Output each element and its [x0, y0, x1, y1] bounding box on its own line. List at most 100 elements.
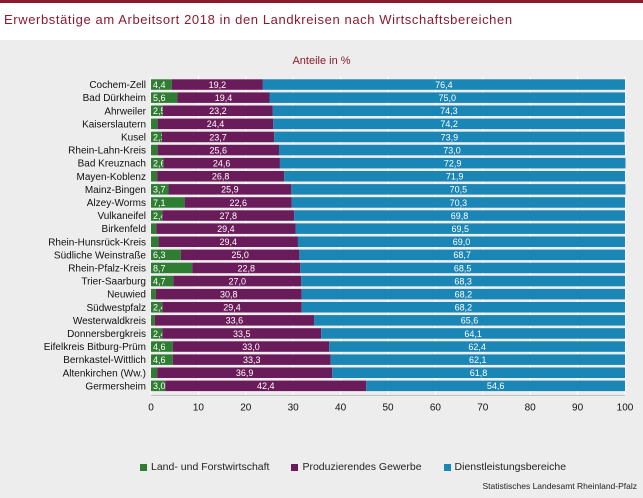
data-label: 62,4 [468, 342, 486, 352]
data-label: 75,0 [438, 93, 456, 103]
bar-segment [262, 79, 625, 90]
bar-segment [295, 223, 625, 234]
data-label: 69,5 [452, 224, 470, 234]
data-label: 74,3 [440, 106, 458, 116]
bar-segment [173, 275, 302, 287]
bar-segment [273, 118, 625, 130]
bar-segment [168, 184, 292, 195]
data-label: 2,4 [153, 211, 166, 221]
bar-segment [157, 171, 285, 182]
data-label: 68,7 [453, 250, 471, 260]
data-label: 61,8 [470, 368, 488, 378]
bar-segment [162, 210, 295, 221]
category-label: Bad Kreuznach [78, 159, 146, 170]
data-label: 19,4 [215, 93, 233, 103]
legend-item-services: Dienstleistungsbereiche [443, 461, 566, 473]
data-label: 72,9 [444, 158, 462, 168]
data-label: 22,8 [238, 263, 256, 273]
bar-segment [151, 275, 174, 287]
data-label: 27,8 [219, 211, 237, 221]
category-label: Rhein-Pfalz-Kreis [68, 263, 146, 274]
bar-segment [294, 210, 625, 221]
bar-segment [165, 380, 367, 392]
bar-segment [151, 118, 158, 130]
bar-segment [301, 275, 625, 287]
data-label: 24,4 [207, 119, 225, 129]
data-label: 36,9 [236, 368, 254, 378]
bar-segment [151, 262, 193, 274]
data-label: 27,0 [229, 276, 247, 286]
bar-segment [151, 223, 157, 234]
bar-segment [329, 341, 625, 352]
data-label: 73,0 [443, 145, 461, 155]
bar-segment [151, 249, 181, 261]
bar-segment [162, 302, 302, 313]
bar-segment [151, 236, 159, 247]
bar-segment [314, 315, 625, 326]
category-label: Neuwied [107, 290, 146, 301]
bar-segment [151, 171, 158, 182]
data-label: 4,7 [153, 276, 166, 286]
bar-segment [157, 144, 279, 156]
bar-segment [151, 184, 169, 195]
bar-segment [151, 92, 178, 103]
bar-segment [151, 210, 163, 221]
legend-label-agriculture: Land- und Forstwirtschaft [151, 461, 270, 473]
bar-segment [151, 328, 163, 339]
data-label: 33,6 [226, 316, 244, 326]
bar-segment [299, 249, 625, 261]
data-label: 70,3 [450, 198, 468, 208]
bar-segment [158, 236, 298, 247]
legend-swatch-industry [291, 463, 299, 471]
data-label: 30,8 [220, 289, 238, 299]
x-tick-label: 50 [382, 402, 394, 413]
bar-segment [172, 354, 331, 365]
category-label: Ahrweiler [104, 106, 146, 117]
data-label: 76,4 [435, 80, 453, 90]
bar-segment [284, 171, 625, 182]
bar-segment [192, 262, 301, 274]
bar-segment [272, 105, 625, 116]
category-label: Cochem-Zell [89, 80, 146, 91]
legend-swatch-services [443, 463, 451, 471]
bar-segment [151, 367, 158, 378]
data-label: 62,1 [469, 355, 487, 365]
source-note: Statistisches Landesamt Rheinland-Pfalz [482, 481, 638, 491]
header-rule [0, 0, 643, 3]
category-label: Birkenfeld [102, 224, 146, 235]
data-label: 33,5 [233, 329, 251, 339]
data-label: 19,2 [209, 80, 227, 90]
category-label: Rhein-Hunsrück-Kreis [48, 237, 146, 248]
bar-segment [151, 105, 163, 116]
category-label: Kaiserslautern [82, 119, 146, 130]
data-label: 2,3 [153, 132, 166, 142]
data-label: 74,2 [440, 119, 458, 129]
data-label: 6,3 [153, 250, 166, 260]
bar-segment [151, 341, 173, 352]
data-label: 5,6 [153, 93, 166, 103]
category-label: Vulkaneifel [97, 211, 146, 222]
data-label: 68,2 [455, 289, 473, 299]
legend-item-industry: Produzierendes Gewerbe [291, 461, 422, 473]
bar-segment [330, 354, 625, 365]
bar-segment [161, 131, 275, 143]
category-label: Eifelkreis Bitburg-Prüm [44, 342, 146, 353]
data-label: 68,5 [454, 263, 472, 273]
bar-segment [291, 197, 625, 208]
data-label: 24,6 [213, 158, 231, 168]
data-label: 8,7 [153, 263, 166, 273]
data-label: 69,0 [453, 237, 471, 247]
bar-segment [184, 197, 292, 208]
data-label: 71,9 [446, 172, 464, 182]
data-label: 73,9 [441, 132, 459, 142]
bar-segment [172, 341, 330, 352]
bar-segment [151, 79, 172, 90]
bar-segment [163, 157, 280, 169]
data-label: 70,5 [450, 185, 468, 195]
data-label: 25,6 [210, 145, 228, 155]
bar-segment [269, 92, 625, 103]
data-label: 68,3 [454, 276, 472, 286]
bar-segment [155, 288, 302, 300]
data-label: 4,6 [153, 355, 166, 365]
